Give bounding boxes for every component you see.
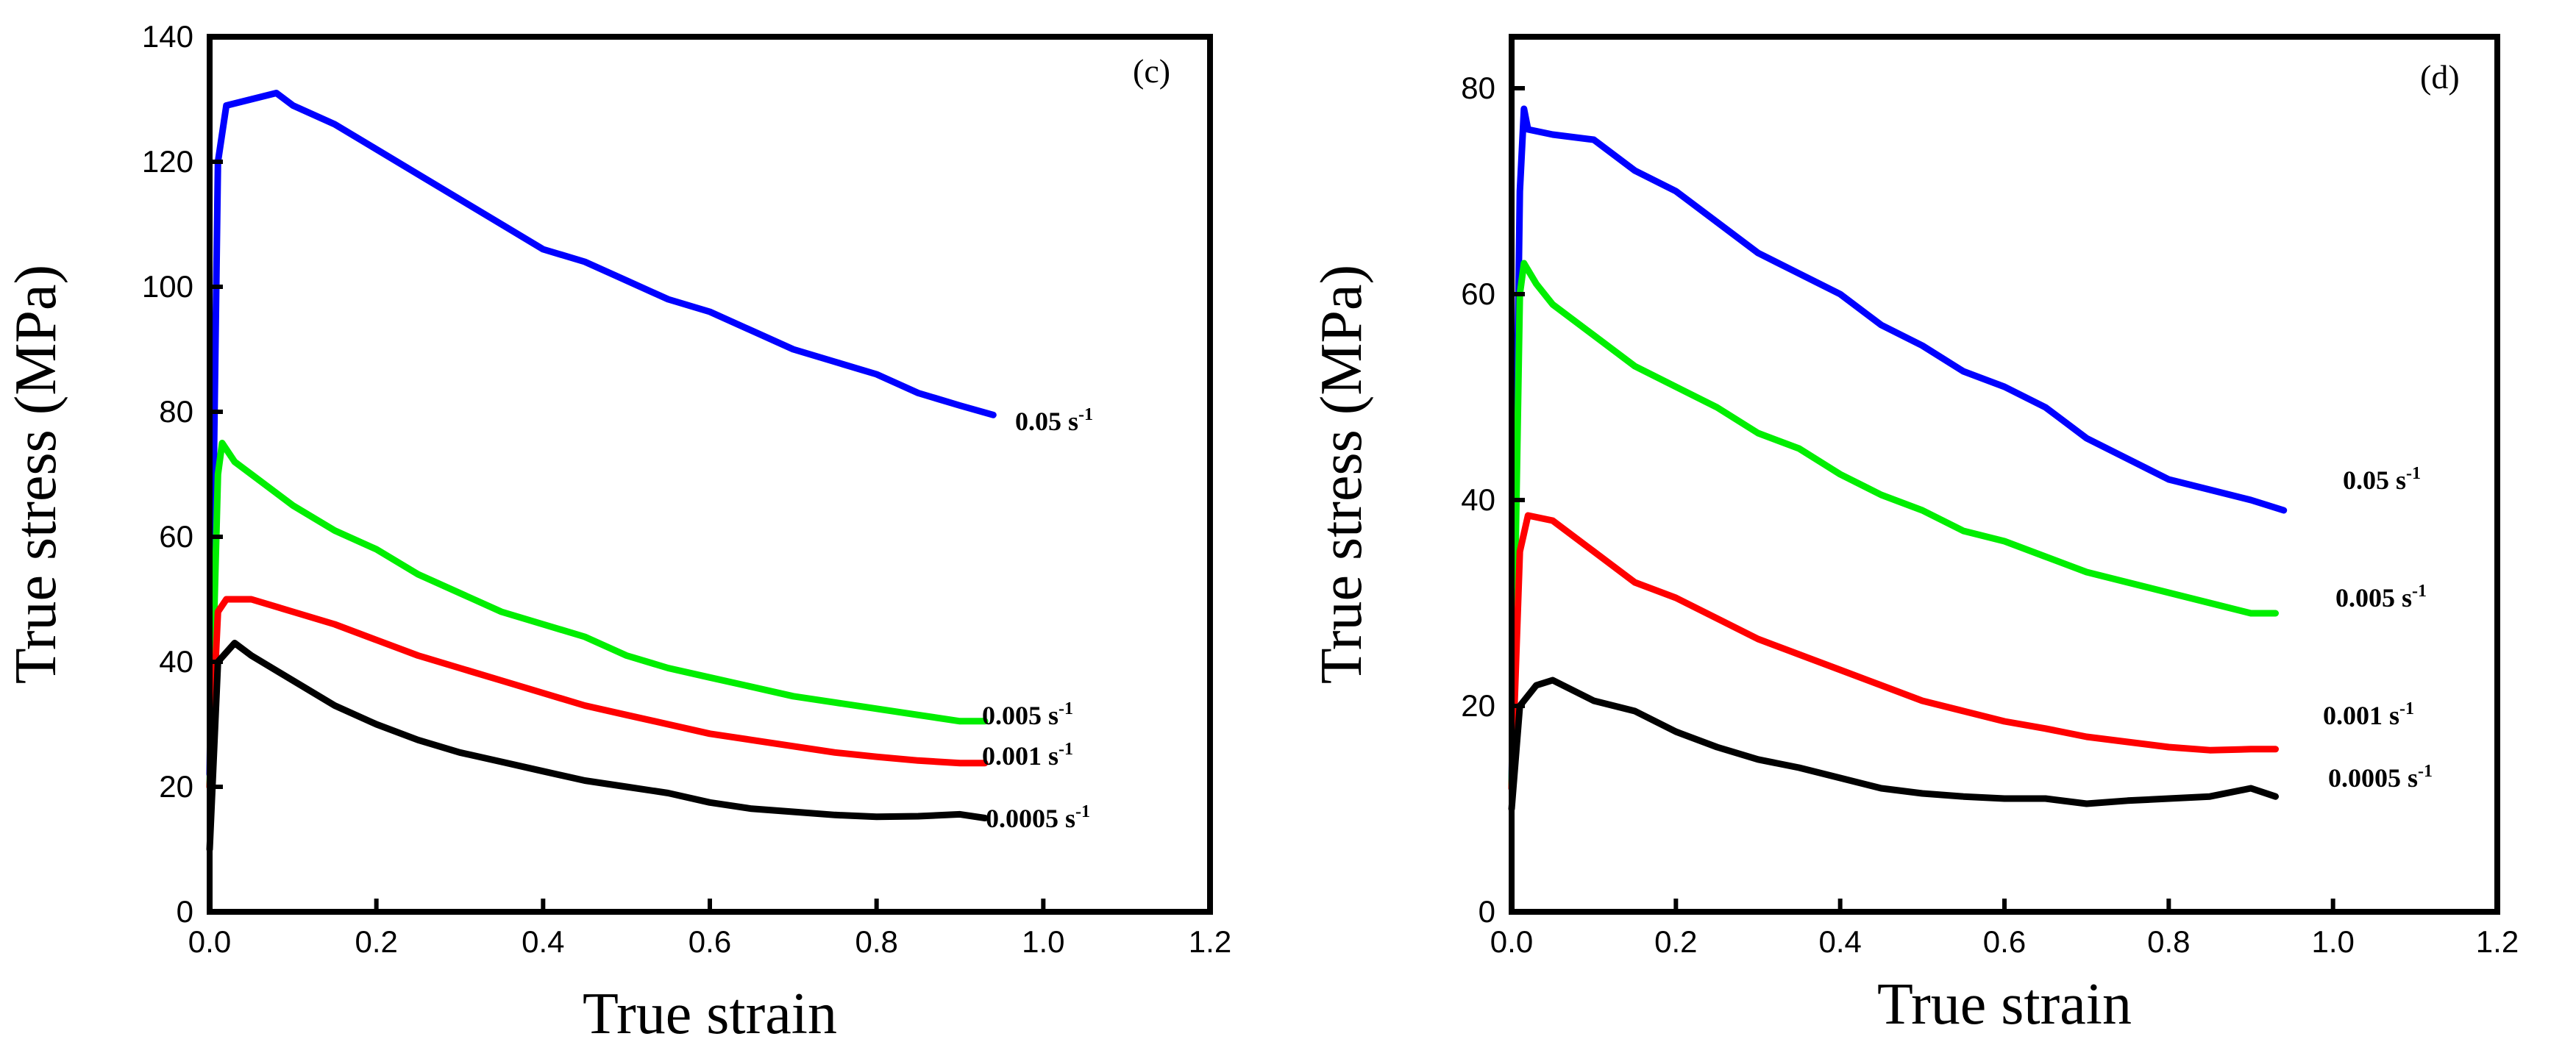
series-labels: 0.05 s-10.005 s-10.001 s-10.0005 s-1 <box>982 405 1093 833</box>
chart-panel-d: 0.0 0.2 0.4 0.6 0.8 1.0 1.2 0 20 40 60 80 (d) True … <box>1309 34 2519 1037</box>
series-line <box>1508 260 2279 792</box>
series-label-base: 0.001 s <box>982 741 1058 771</box>
series-line <box>206 596 989 790</box>
series-line <box>1508 677 2279 813</box>
series-label-base: 0.05 s <box>2343 465 2406 495</box>
x-tick-label: 0.0 <box>188 924 231 959</box>
series-label: 0.001 s-1 <box>2323 699 2414 730</box>
x-axis-title: True strain <box>583 982 837 1046</box>
series-label-base: 0.005 s <box>982 701 1058 730</box>
series-line <box>206 640 989 853</box>
series-label-base: 0.0005 s <box>986 804 1075 833</box>
series-label-superscript: -1 <box>2406 464 2421 483</box>
x-tick-label: 1.0 <box>2311 924 2354 959</box>
plot-lines <box>206 90 997 853</box>
y-axis-title: True stress (MPa) <box>4 265 68 684</box>
y-tick-label: 80 <box>1461 71 1495 105</box>
series-label-superscript: -1 <box>2412 582 2427 601</box>
series-label-base: 0.0005 s <box>2328 763 2418 793</box>
series-label: 0.001 s-1 <box>982 740 1073 771</box>
series-label-base: 0.001 s <box>2323 701 2399 730</box>
x-tick-label: 0.6 <box>1983 924 2026 959</box>
series-label-superscript: -1 <box>2418 762 2433 781</box>
y-tick-label: 120 <box>142 144 193 179</box>
y-tick-label: 80 <box>159 394 193 429</box>
y-tick-label: 0 <box>1479 894 1495 929</box>
series-label: 0.0005 s-1 <box>2328 762 2433 793</box>
x-tick-label: 0.8 <box>2147 924 2190 959</box>
y-tick-label: 60 <box>159 519 193 554</box>
y-tick-label: 0 <box>177 894 193 929</box>
x-tick-label: 0.2 <box>1654 924 1697 959</box>
panel-label: (d) <box>2420 58 2460 96</box>
series-label-superscript: -1 <box>1058 699 1073 718</box>
x-axis-title: True strain <box>1877 972 2132 1037</box>
series-label: 0.0005 s-1 <box>986 802 1090 833</box>
series-label: 0.05 s-1 <box>2343 464 2421 495</box>
y-tick-label: 60 <box>1461 276 1495 311</box>
x-tick-label: 0.4 <box>1818 924 1861 959</box>
series-line <box>1508 105 2288 792</box>
series-label-superscript: -1 <box>1078 405 1093 424</box>
x-tick-label: 0.4 <box>522 924 564 959</box>
axis-ticks: 0.0 0.2 0.4 0.6 0.8 1.0 1.2 0 20 40 60 80 100 120 140 <box>142 19 1231 959</box>
y-tick-label: 20 <box>1461 688 1495 723</box>
x-tick-label: 0.6 <box>689 924 731 959</box>
series-label-base: 0.05 s <box>1015 407 1078 436</box>
y-axis-title: True stress (MPa) <box>1309 265 1374 684</box>
series-label: 0.005 s-1 <box>982 699 1073 730</box>
series-label-superscript: -1 <box>1058 740 1073 759</box>
x-tick-label: 1.2 <box>1189 924 1231 959</box>
y-tick-label: 140 <box>142 19 193 54</box>
x-tick-label: 1.2 <box>2476 924 2519 959</box>
x-tick-label: 0.2 <box>355 924 397 959</box>
chart-panel-c: 0.0 0.2 0.4 0.6 0.8 1.0 1.2020406080100120140 … <box>4 19 1231 1046</box>
y-tick-label: 40 <box>159 644 193 679</box>
series-label-superscript: -1 <box>1075 802 1090 821</box>
series-line <box>1508 512 2279 792</box>
x-tick-label: 0.8 <box>855 924 897 959</box>
x-tick-label: 1.0 <box>1022 924 1064 959</box>
series-label: 0.05 s-1 <box>1015 405 1093 436</box>
series-line <box>206 90 997 778</box>
y-tick-label: 40 <box>1461 482 1495 517</box>
axis-ticks: 0.0 0.2 0.4 0.6 0.8 1.0 1.2 0 20 40 60 80 <box>1461 71 2519 959</box>
series-label: 0.005 s-1 <box>2335 582 2427 613</box>
x-tick-label: 0.0 <box>1490 924 1533 959</box>
y-tick-label: 20 <box>159 769 193 804</box>
series-labels: 0.05 s-10.005 s-10.001 s-10.0005 s-1 <box>2323 464 2433 793</box>
plot-lines <box>1508 105 2288 813</box>
panel-label: (c) <box>1133 52 1170 90</box>
series-line <box>206 440 989 790</box>
series-label-superscript: -1 <box>2399 699 2414 718</box>
y-tick-label: 100 <box>142 269 193 304</box>
series-label-base: 0.005 s <box>2335 583 2412 613</box>
